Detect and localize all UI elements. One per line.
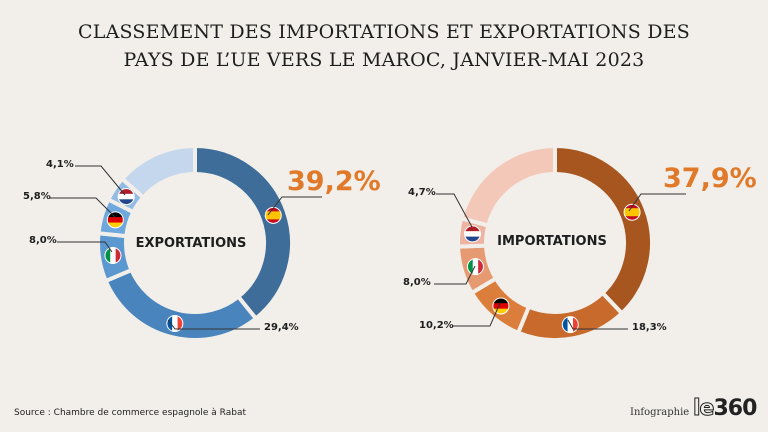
logo-le: le <box>692 396 715 422</box>
le360-logo: le360 <box>692 396 757 422</box>
imports-center-label: IMPORTATIONS <box>497 234 607 249</box>
segment-export-espagne <box>193 143 294 322</box>
leader-line <box>436 193 473 228</box>
import-label-spain: 37,9% <box>663 163 757 194</box>
leader-line <box>434 265 476 285</box>
title-line-1: CLASSEMENT DES IMPORTATIONS ET EXPORTATI… <box>78 21 690 43</box>
logo-360: 360 <box>713 396 757 421</box>
import-label-germany: 10,2% <box>419 320 454 331</box>
exports-center-label: EXPORTATIONS <box>135 236 247 251</box>
flag-italie-icon <box>104 246 122 264</box>
segment-import-autres <box>458 143 557 228</box>
flag-pays-bas-icon <box>117 188 135 206</box>
import-label-france: 18,3% <box>632 322 667 333</box>
flag-allemagne-icon <box>492 297 510 315</box>
leader-line <box>75 165 126 196</box>
flag-allemagne-icon <box>106 211 124 229</box>
leader-line <box>567 319 628 330</box>
export-label-spain: 39,2% <box>287 166 381 197</box>
export-label-netherlands: 4,1% <box>46 159 74 170</box>
flag-italie-icon <box>466 258 484 276</box>
segment-import-espagne <box>553 143 654 317</box>
leader-line <box>452 302 501 327</box>
infographie-label: Infographie <box>630 407 690 418</box>
import-label-netherlands: 4,7% <box>408 187 436 198</box>
leader-line <box>628 193 686 212</box>
leader-line <box>57 241 113 253</box>
flag-espagne-icon <box>264 206 282 224</box>
leader-line <box>167 319 260 330</box>
export-label-germany: 5,8% <box>23 191 51 202</box>
segment-export-autres <box>119 143 197 201</box>
flag-france-icon <box>166 315 184 333</box>
title-line-2: PAYS DE L’UE VERS LE MAROC, JANVIER-MAI … <box>123 49 645 71</box>
flag-pays-bas-icon <box>464 225 482 243</box>
leader-line <box>267 196 322 216</box>
export-label-france: 29,4% <box>264 322 299 333</box>
source-text: Source : Chambre de commerce espagnole à… <box>14 408 247 418</box>
leader-line <box>50 197 116 218</box>
import-label-italy: 8,0% <box>403 277 431 288</box>
export-label-italy: 8,0% <box>29 235 57 246</box>
